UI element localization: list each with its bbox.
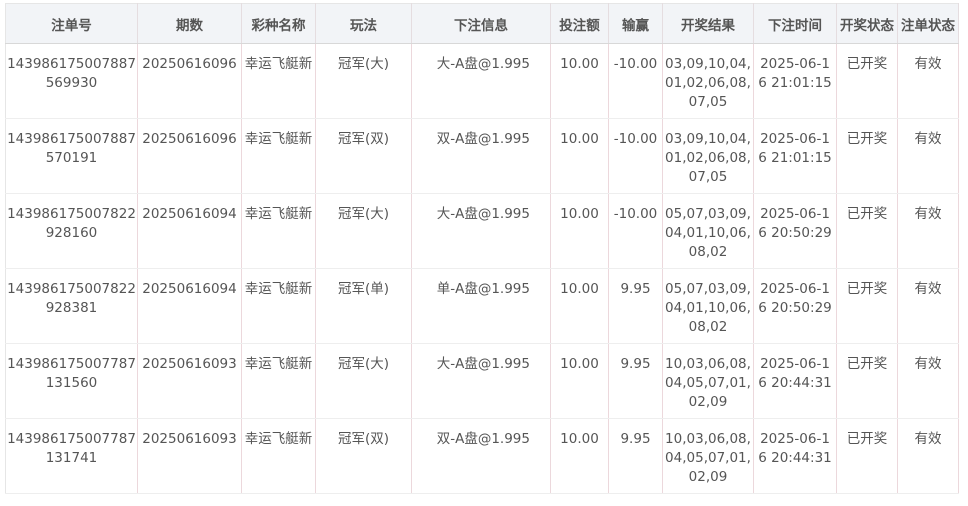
table-cell: 20250616096 [137,43,242,119]
table-cell: 冠军(双) [315,118,412,194]
table-cell: 幸运飞艇新 [241,43,316,119]
table-cell: 10.00 [550,343,609,419]
table-row: 143986175007887569930 20250616096 幸运飞艇新 冠军(… [5,43,959,119]
table-cell: 2025-06-16 20:50:29 [753,193,837,269]
table-cell: 幸运飞艇新 [241,418,316,494]
table-cell: 有效 [897,268,959,344]
table-cell: 已开奖 [836,118,898,194]
table-cell: 143986175007887569930 [5,43,138,119]
table-cell: 有效 [897,118,959,194]
column-header: 注单状态 [897,3,959,44]
table-cell: 2025-06-16 20:50:29 [753,268,837,344]
table-cell: 大-A盘@1.995 [411,43,551,119]
table-cell: 20250616094 [137,268,242,344]
table-cell: 幸运飞艇新 [241,343,316,419]
table-cell: 大-A盘@1.995 [411,343,551,419]
table-cell: 10.00 [550,193,609,269]
table-cell: 冠军(双) [315,418,412,494]
table-cell: 20250616094 [137,193,242,269]
table-cell: 单-A盘@1.995 [411,268,551,344]
table-cell: 20250616093 [137,343,242,419]
table-cell: 20250616096 [137,118,242,194]
table-cell: 05,07,03,09,04,01,10,06,08,02 [662,268,754,344]
column-header: 下注时间 [753,3,837,44]
table-cell: 10,03,06,08,04,05,07,01,02,09 [662,343,754,419]
table-cell: 冠军(大) [315,43,412,119]
table-cell: 2025-06-16 21:01:15 [753,118,837,194]
table-cell: 有效 [897,43,959,119]
column-header: 开奖结果 [662,3,754,44]
column-header: 输赢 [608,3,663,44]
table-cell: 143986175007787131741 [5,418,138,494]
column-header: 开奖状态 [836,3,898,44]
bet-records-table: 注单号 期数 彩种名称 玩法 下注信息 投注额 输赢 开奖结果 下注时间 开奖状态 注单状态 143… [5,3,959,494]
table-cell: 大-A盘@1.995 [411,193,551,269]
table-cell: -10.00 [608,193,663,269]
table-cell: 9.95 [608,418,663,494]
column-header: 注单号 [5,3,138,44]
table-cell: 幸运飞艇新 [241,193,316,269]
table-cell: 有效 [897,193,959,269]
column-header: 投注额 [550,3,609,44]
table-row: 143986175007822928160 20250616094 幸运飞艇新 冠军(… [5,193,959,269]
column-header: 彩种名称 [241,3,316,44]
table-cell: 已开奖 [836,193,898,269]
table-cell: 143986175007822928381 [5,268,138,344]
table-row: 143986175007822928381 20250616094 幸运飞艇新 冠军(… [5,268,959,344]
table-cell: 已开奖 [836,418,898,494]
table-cell: 已开奖 [836,268,898,344]
table-row: 143986175007887570191 20250616096 幸运飞艇新 冠军(… [5,118,959,194]
table-cell: 10.00 [550,43,609,119]
table-cell: 已开奖 [836,43,898,119]
table-cell: 143986175007822928160 [5,193,138,269]
table-cell: 有效 [897,343,959,419]
table-cell: 03,09,10,04,01,02,06,08,07,05 [662,118,754,194]
table-cell: 冠军(大) [315,343,412,419]
table-cell: 冠军(大) [315,193,412,269]
table-cell: 10.00 [550,118,609,194]
table-cell: -10.00 [608,43,663,119]
table-header: 注单号 期数 彩种名称 玩法 下注信息 投注额 输赢 开奖结果 下注时间 开奖状态 注单状态 [5,3,959,44]
table-cell: 2025-06-16 20:44:31 [753,343,837,419]
column-header: 期数 [137,3,242,44]
table-cell: 9.95 [608,268,663,344]
table-cell: 03,09,10,04,01,02,06,08,07,05 [662,43,754,119]
table-cell: 9.95 [608,343,663,419]
table-cell: 有效 [897,418,959,494]
table-cell: 冠军(单) [315,268,412,344]
table-cell: 10.00 [550,418,609,494]
table-cell: 2025-06-16 20:44:31 [753,418,837,494]
table-cell: 幸运飞艇新 [241,118,316,194]
column-header: 下注信息 [411,3,551,44]
table-cell: 143986175007887570191 [5,118,138,194]
table-cell: 双-A盘@1.995 [411,418,551,494]
table-cell: 10,03,06,08,04,05,07,01,02,09 [662,418,754,494]
table-cell: 10.00 [550,268,609,344]
table-cell: 2025-06-16 21:01:15 [753,43,837,119]
table-cell: 幸运飞艇新 [241,268,316,344]
table-cell: -10.00 [608,118,663,194]
table-cell: 双-A盘@1.995 [411,118,551,194]
table-cell: 20250616093 [137,418,242,494]
column-header: 玩法 [315,3,412,44]
table-row: 143986175007787131560 20250616093 幸运飞艇新 冠军(… [5,343,959,419]
table-cell: 已开奖 [836,343,898,419]
table-row: 143986175007787131741 20250616093 幸运飞艇新 冠军(… [5,418,959,494]
table-cell: 143986175007787131560 [5,343,138,419]
table-cell: 05,07,03,09,04,01,10,06,08,02 [662,193,754,269]
